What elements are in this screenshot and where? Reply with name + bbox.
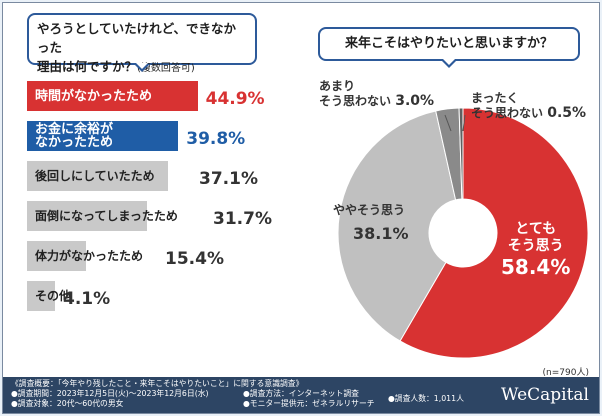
footer-monitor-source: ●モニター提供元：ゼネラルリサーチ — [243, 399, 375, 408]
bar — [27, 161, 168, 191]
pie-label-never-line2: そう思わない — [471, 106, 544, 120]
question-2-title: 来年こそはやりたいと思いますか？ — [344, 36, 553, 51]
footer-survey-period: ●調査期間：2023年12月5日(火)〜2023年12月6日(水) — [11, 389, 209, 398]
pie-label-rarely-line1: あまり — [319, 79, 356, 93]
pie-value-never: 0.5% — [547, 105, 587, 121]
bar — [27, 81, 198, 111]
bar-value-label: 44.9% — [205, 89, 265, 109]
pie-label-never: まったく そう思わない 0.5% — [471, 91, 586, 121]
question-2-bubble: 来年こそはやりたいと思いますか？ — [318, 27, 580, 68]
bar — [27, 281, 55, 311]
bar-label: 時間がなかったため — [35, 88, 153, 104]
pie-label-strongly-line1: とても — [515, 221, 557, 237]
pie-label-somewhat-text: ややそう思う — [333, 203, 406, 217]
bar-label: その他 — [35, 288, 72, 303]
pie-label-rarely-line2: そう思わない — [319, 94, 392, 108]
pie-chart: あまり そう思わない 3.0% まったく そう思わない 0.5% ややそう思う … — [319, 73, 593, 363]
question-1-line2: 理由は何ですか？ — [37, 59, 138, 74]
bar-value-label: 15.4% — [165, 249, 224, 269]
footer-survey-title: 《調査概要：「今年やり残したこと・来年こそはやりたいこと」に関する意識調査》 — [11, 379, 304, 388]
pie-label-somewhat: ややそう思う 38.1% — [333, 203, 409, 243]
bar-value-label: 31.7% — [213, 209, 272, 229]
footer: 《調査概要：「今年やり残したこと・来年こそはやりたいこと」に関する意識調査》 ●… — [3, 377, 599, 413]
footer-survey-target: ●調査対象：20代〜60代の男女 — [11, 399, 124, 408]
pie-value-somewhat: 38.1% — [353, 224, 409, 243]
pie-label-never-line1: まったく — [471, 91, 519, 105]
pie-slice — [458, 107, 464, 200]
footer-respondents: ●調査人数：1,011人 — [388, 394, 464, 403]
question-1-line1: やろうとしていたけれど、できなかった — [37, 21, 237, 55]
bar-label: 後回しにしていたため — [35, 168, 155, 183]
bar-label: 面倒になってしまったため — [35, 208, 178, 223]
pie-label-strongly: とても そう思う 58.4% — [501, 221, 571, 279]
pie-leader-line — [444, 114, 452, 132]
sample-size-note: (n=790人) — [542, 368, 589, 378]
bar-label: お金に余裕が なかったため — [35, 122, 114, 150]
question-1-sub: (複数回答可) — [137, 63, 195, 74]
pie-slice — [399, 107, 589, 359]
bar — [27, 121, 179, 151]
pie-label-strongly-line2: そう思う — [507, 238, 564, 254]
bar-value-label: 37.1% — [199, 169, 258, 189]
bar — [27, 201, 148, 231]
bar — [27, 241, 86, 271]
pie-chart-svg — [337, 107, 589, 359]
bar-value-label: 4.1% — [63, 289, 111, 309]
bar-label: 体力がなかったため — [35, 248, 144, 263]
question-1-bubble: やろうとしていたけれど、できなかった 理由は何ですか？(複数回答可) — [27, 13, 257, 74]
wecapital-logo: WeCapital — [500, 385, 589, 405]
footer-survey-method: ●調査方法：インターネット調査 — [243, 389, 359, 398]
pie-value-strongly: 58.4% — [501, 255, 571, 279]
pie-slice — [337, 110, 457, 342]
pie-value-rarely: 3.0% — [395, 93, 435, 109]
bar-value-label: 39.8% — [186, 129, 246, 149]
pie-leader-line — [462, 114, 466, 132]
pie-label-rarely: あまり そう思わない 3.0% — [319, 79, 434, 109]
